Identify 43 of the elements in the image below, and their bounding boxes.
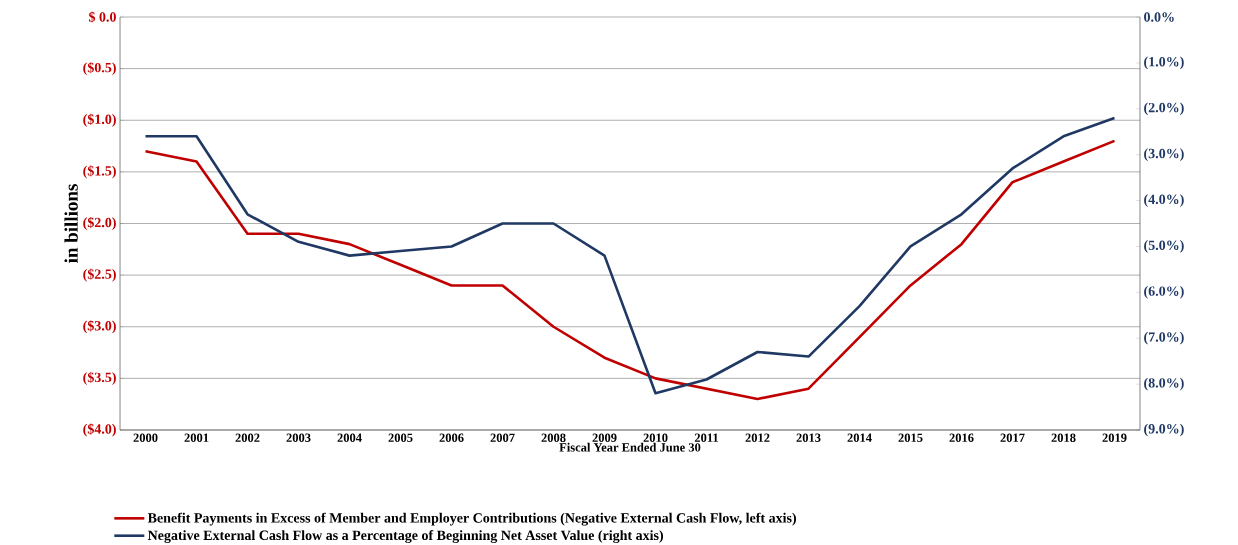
y2-tick-label: (2.0%) [1144,102,1184,115]
y-tick-label: ($0.5) [83,61,116,75]
y2-tick-label: (8.0%) [1144,377,1184,391]
x-tick-label: 2011 [694,433,719,442]
legend-label: Benefit Payments in Excess of Member and Employer Contributions (Negative External Cash Flow, left axis) [147,512,796,526]
x-tick-label: 2019 [1102,433,1127,442]
y2-tick-label: 0.0% [1144,12,1174,22]
x-tick-label: 2001 [184,433,209,442]
x-tick-label: 2016 [949,433,974,442]
x-tick-label: 2004 [337,433,362,442]
y-tick-label: ($1.0) [83,113,116,127]
y-axis-title: in billions [64,183,78,263]
x-tick-label: 2007 [490,433,515,442]
y-tick-label: $ 0.0 [88,11,116,23]
y2-tick-label: (9.0%) [1144,423,1184,437]
y2-tick-label: (4.0%) [1144,194,1184,207]
x-axis-title: Fiscal Year Ended June 30 [559,442,701,452]
x-tick-label: 2006 [439,433,464,442]
x-tick-label: 2002 [235,433,260,442]
x-tick-label: 2015 [898,433,923,442]
y-tick-label: ($4.0) [83,423,116,437]
x-tick-label: 2017 [1000,433,1025,442]
y-tick-label: ($2.5) [83,268,116,282]
y2-tick-label: (7.0%) [1144,331,1184,345]
x-tick-label: 2010 [643,433,668,442]
x-tick-label: 2003 [286,433,311,442]
y2-tick-label: (3.0%) [1144,148,1184,161]
legend-label: Negative External Cash Flow as a Percentage of Beginning Net Asset Value (right axis) [147,529,664,543]
x-tick-label: 2018 [1051,433,1076,442]
x-tick-label: 2000 [133,433,158,442]
x-tick-label: 2013 [796,433,821,442]
y-tick-label: ($3.0) [83,319,116,334]
y-tick-label: ($3.5) [83,371,116,385]
x-tick-label: 2008 [541,433,566,442]
y2-tick-label: (6.0%) [1144,285,1184,299]
y-tick-label: ($2.0) [83,216,116,230]
x-tick-label: 2012 [745,433,770,442]
x-tick-label: 2014 [847,433,872,442]
y2-tick-label: (5.0%) [1144,239,1184,253]
y2-tick-label: (1.0%) [1144,56,1184,70]
y-tick-label: ($1.5) [83,165,116,179]
x-tick-label: 2009 [592,433,617,442]
x-tick-label: 2005 [388,433,413,442]
